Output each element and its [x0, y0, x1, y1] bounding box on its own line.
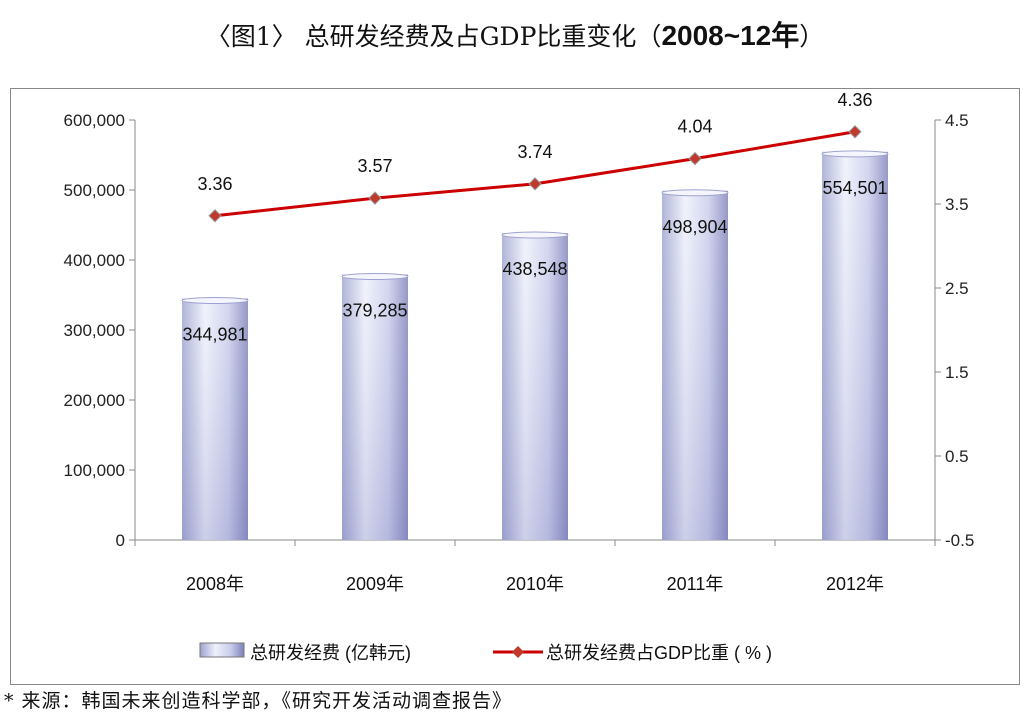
- bar-value-label: 344,981: [182, 325, 247, 345]
- left-tick-label: 100,000: [64, 461, 125, 480]
- line-value-label: 3.36: [197, 174, 232, 194]
- right-tick-label: 1.5: [945, 363, 969, 382]
- right-tick-label: 4.5: [945, 111, 969, 130]
- bar-shade: [662, 190, 728, 540]
- bar-top: [661, 189, 729, 197]
- left-tick-label: 0: [116, 531, 125, 550]
- bar-shade: [822, 151, 888, 540]
- line-marker: [208, 209, 222, 223]
- bar-value-label: 438,548: [502, 259, 567, 279]
- left-tick-label: 600,000: [64, 111, 125, 130]
- line-marker: [528, 177, 542, 191]
- left-tick-label: 400,000: [64, 251, 125, 270]
- chart-title: 〈图1〉 总研发经费及占GDP比重变化（2008~12年）: [0, 14, 1030, 54]
- bar-top: [181, 297, 249, 305]
- bar-shade: [182, 298, 248, 540]
- right-tick-label: 3.5: [945, 195, 969, 214]
- x-tick-label: 2010年: [506, 574, 564, 594]
- x-tick-label: 2009年: [346, 574, 404, 594]
- line-marker: [688, 151, 702, 166]
- left-tick-label: 500,000: [64, 181, 125, 200]
- title-suffix: ）: [799, 22, 825, 51]
- line-value-label: 3.57: [357, 156, 392, 176]
- x-tick-label: 2011年: [667, 574, 724, 594]
- bar-shade: [342, 274, 408, 540]
- legend-bar-label: 总研发经费 (亿韩元): [250, 643, 411, 663]
- bar-value-label: 554,501: [822, 178, 887, 198]
- x-tick-label: 2008年: [186, 574, 244, 594]
- title-text: 〈图1〉 总研发经费及占GDP比重变化（: [205, 22, 662, 51]
- line-value-label: 4.04: [677, 117, 712, 137]
- left-tick-label: 200,000: [64, 391, 125, 410]
- right-tick-label: 2.5: [945, 279, 969, 298]
- title-years: 2008~12年: [661, 20, 800, 51]
- legend-line-label: 总研发经费占GDP比重 ( % ): [546, 643, 772, 663]
- bar-shade: [502, 233, 568, 540]
- source-note: * 来源：韩国未来创造科学部，《研究开发活动调查报告》: [4, 690, 513, 712]
- bar-top: [501, 231, 569, 239]
- right-tick-label: -0.5: [945, 531, 974, 550]
- right-tick-label: 0.5: [945, 447, 969, 466]
- line-value-label: 4.36: [837, 90, 872, 110]
- line-marker: [368, 191, 382, 205]
- bar-value-label: 379,285: [342, 301, 407, 321]
- bar-top: [821, 150, 889, 158]
- legend-line-marker: [512, 646, 524, 658]
- line-value-label: 3.74: [517, 142, 552, 162]
- chart-frame: [10, 88, 1020, 685]
- legend-bar-swatch: [199, 642, 245, 658]
- x-tick-label: 2012年: [826, 574, 884, 594]
- bar-value-label: 498,904: [662, 217, 727, 237]
- bar-top: [341, 273, 409, 281]
- line-marker: [848, 125, 862, 139]
- left-tick-label: 300,000: [64, 321, 125, 340]
